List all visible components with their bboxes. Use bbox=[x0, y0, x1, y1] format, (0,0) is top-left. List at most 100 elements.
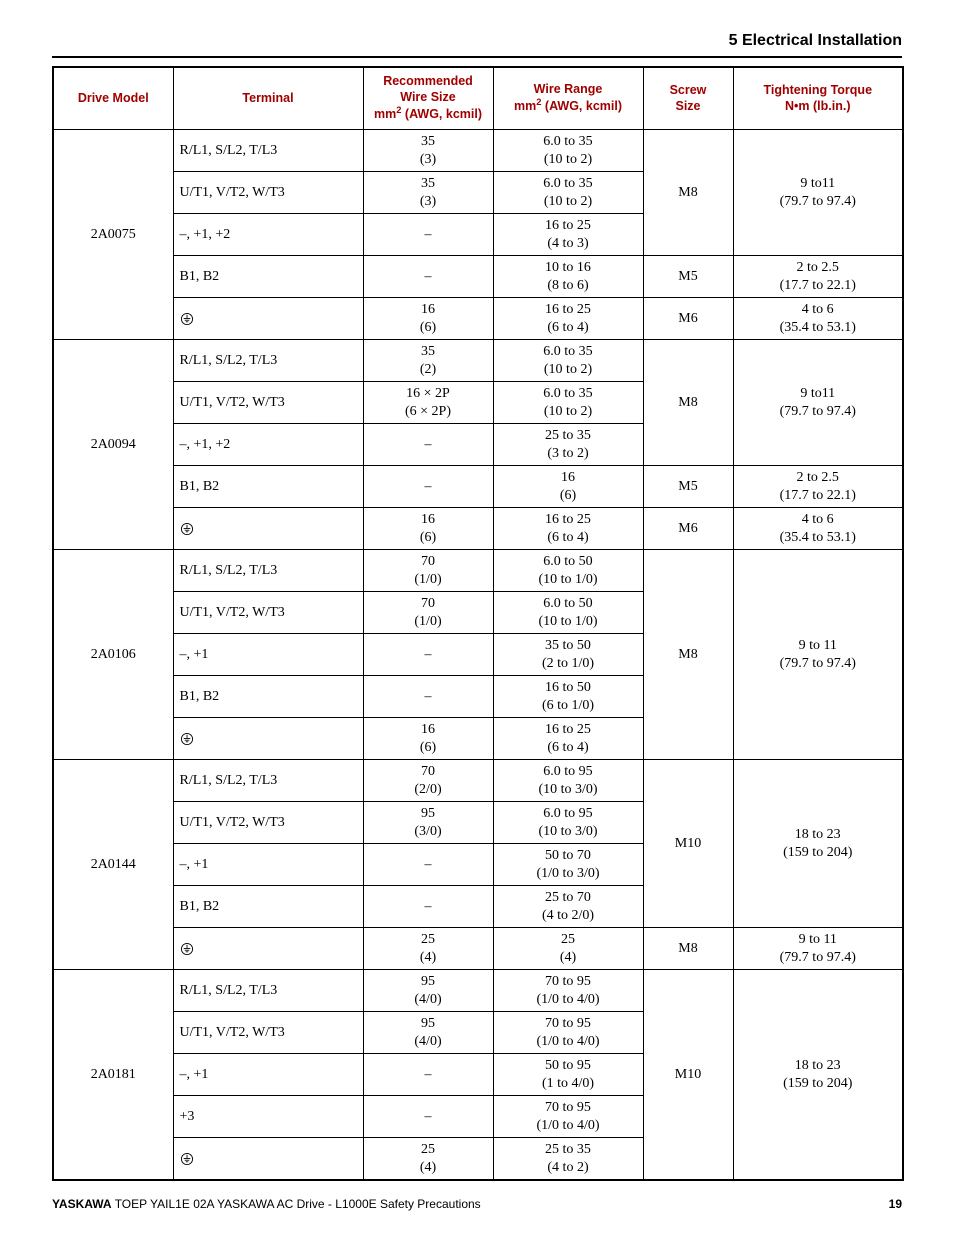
cell-rec-wire: 95(4/0) bbox=[363, 970, 493, 1012]
table-row: 2A0144R/L1, S/L2, T/L370(2/0)6.0 to 95(1… bbox=[53, 760, 903, 802]
cell-wire-range: 70 to 95(1/0 to 4/0) bbox=[493, 1096, 643, 1138]
cell-screw-size: M8 bbox=[643, 340, 733, 466]
cell-wire-range: 16 to 25(6 to 4) bbox=[493, 718, 643, 760]
cell-terminal: U/T1, V/T2, W/T3 bbox=[173, 172, 363, 214]
cell-wire-range: 6.0 to 35(10 to 2) bbox=[493, 382, 643, 424]
cell-torque: 18 to 23(159 to 204) bbox=[733, 760, 903, 928]
cell-torque: 9 to11(79.7 to 97.4) bbox=[733, 340, 903, 466]
cell-terminal: R/L1, S/L2, T/L3 bbox=[173, 970, 363, 1012]
cell-screw-size: M10 bbox=[643, 970, 733, 1181]
cell-terminal: –, +1, +2 bbox=[173, 424, 363, 466]
cell-wire-range: 6.0 to 95(10 to 3/0) bbox=[493, 802, 643, 844]
cell-wire-range: 16(6) bbox=[493, 466, 643, 508]
cell-wire-range: 70 to 95(1/0 to 4/0) bbox=[493, 970, 643, 1012]
cell-terminal: –, +1, +2 bbox=[173, 214, 363, 256]
cell-terminal: –, +1 bbox=[173, 844, 363, 886]
table-row: 2A0094R/L1, S/L2, T/L335(2)6.0 to 35(10 … bbox=[53, 340, 903, 382]
cell-wire-range: 16 to 25(6 to 4) bbox=[493, 298, 643, 340]
cell-torque: 9 to11(79.7 to 97.4) bbox=[733, 130, 903, 256]
cell-drive-model: 2A0144 bbox=[53, 760, 173, 970]
cell-rec-wire: – bbox=[363, 1096, 493, 1138]
cell-wire-range: 10 to 16(8 to 6) bbox=[493, 256, 643, 298]
page-footer: YASKAWA TOEP YAIL1E 02A YASKAWA AC Drive… bbox=[52, 1197, 902, 1211]
footer-doc: TOEP YAIL1E 02A YASKAWA AC Drive - L1000… bbox=[112, 1197, 481, 1211]
cell-wire-range: 25 to 35(3 to 2) bbox=[493, 424, 643, 466]
cell-screw-size: M8 bbox=[643, 550, 733, 760]
ground-icon bbox=[180, 732, 194, 746]
cell-screw-size: M5 bbox=[643, 256, 733, 298]
cell-rec-wire: 35(2) bbox=[363, 340, 493, 382]
cell-wire-range: 25 to 35(4 to 2) bbox=[493, 1138, 643, 1181]
cell-terminal: B1, B2 bbox=[173, 886, 363, 928]
cell-torque: 9 to 11(79.7 to 97.4) bbox=[733, 550, 903, 760]
cell-screw-size: M6 bbox=[643, 298, 733, 340]
ground-icon bbox=[180, 1152, 194, 1166]
cell-wire-range: 35 to 50(2 to 1/0) bbox=[493, 634, 643, 676]
cell-terminal bbox=[173, 298, 363, 340]
cell-screw-size: M8 bbox=[643, 130, 733, 256]
cell-rec-wire: – bbox=[363, 886, 493, 928]
cell-terminal: –, +1 bbox=[173, 1054, 363, 1096]
cell-torque: 2 to 2.5(17.7 to 22.1) bbox=[733, 256, 903, 298]
cell-rec-wire: 35(3) bbox=[363, 172, 493, 214]
cell-screw-size: M5 bbox=[643, 466, 733, 508]
cell-torque: 4 to 6(35.4 to 53.1) bbox=[733, 298, 903, 340]
cell-rec-wire: 16(6) bbox=[363, 718, 493, 760]
cell-rec-wire: 70(2/0) bbox=[363, 760, 493, 802]
col-terminal: Terminal bbox=[173, 67, 363, 130]
cell-rec-wire: 95(3/0) bbox=[363, 802, 493, 844]
cell-rec-wire: – bbox=[363, 676, 493, 718]
cell-terminal: +3 bbox=[173, 1096, 363, 1138]
cell-terminal bbox=[173, 1138, 363, 1181]
cell-terminal: B1, B2 bbox=[173, 256, 363, 298]
table-header-row: Drive Model Terminal Recommended Wire Si… bbox=[53, 67, 903, 130]
cell-wire-range: 6.0 to 95(10 to 3/0) bbox=[493, 760, 643, 802]
cell-wire-range: 6.0 to 35(10 to 2) bbox=[493, 340, 643, 382]
cell-rec-wire: 95(4/0) bbox=[363, 1012, 493, 1054]
cell-torque: 2 to 2.5(17.7 to 22.1) bbox=[733, 466, 903, 508]
col-rec-wire: Recommended Wire Size mm2 (AWG, kcmil) bbox=[363, 67, 493, 130]
cell-rec-wire: 25(4) bbox=[363, 928, 493, 970]
cell-rec-wire: 70(1/0) bbox=[363, 592, 493, 634]
cell-drive-model: 2A0075 bbox=[53, 130, 173, 340]
cell-wire-range: 25 to 70(4 to 2/0) bbox=[493, 886, 643, 928]
cell-terminal: U/T1, V/T2, W/T3 bbox=[173, 1012, 363, 1054]
table-row: 25(4)25(4)M89 to 11(79.7 to 97.4) bbox=[53, 928, 903, 970]
cell-rec-wire: – bbox=[363, 634, 493, 676]
table-row: 16(6)16 to 25(6 to 4)M64 to 6(35.4 to 53… bbox=[53, 298, 903, 340]
cell-terminal: R/L1, S/L2, T/L3 bbox=[173, 340, 363, 382]
ground-icon bbox=[180, 942, 194, 956]
cell-wire-range: 6.0 to 35(10 to 2) bbox=[493, 130, 643, 172]
cell-terminal: U/T1, V/T2, W/T3 bbox=[173, 382, 363, 424]
cell-terminal: B1, B2 bbox=[173, 676, 363, 718]
footer-page-number: 19 bbox=[889, 1197, 902, 1211]
cell-terminal bbox=[173, 718, 363, 760]
table-row: B1, B2–10 to 16(8 to 6)M52 to 2.5(17.7 t… bbox=[53, 256, 903, 298]
cell-torque: 4 to 6(35.4 to 53.1) bbox=[733, 508, 903, 550]
cell-terminal: R/L1, S/L2, T/L3 bbox=[173, 130, 363, 172]
cell-wire-range: 6.0 to 35(10 to 2) bbox=[493, 172, 643, 214]
cell-terminal: B1, B2 bbox=[173, 466, 363, 508]
cell-terminal: R/L1, S/L2, T/L3 bbox=[173, 760, 363, 802]
cell-wire-range: 16 to 25(6 to 4) bbox=[493, 508, 643, 550]
cell-rec-wire: 16 × 2P(6 × 2P) bbox=[363, 382, 493, 424]
cell-terminal: R/L1, S/L2, T/L3 bbox=[173, 550, 363, 592]
cell-rec-wire: 16(6) bbox=[363, 298, 493, 340]
col-wire-range: Wire Range mm2 (AWG, kcmil) bbox=[493, 67, 643, 130]
cell-rec-wire: – bbox=[363, 424, 493, 466]
table-row: 2A0075R/L1, S/L2, T/L335(3)6.0 to 35(10 … bbox=[53, 130, 903, 172]
cell-drive-model: 2A0181 bbox=[53, 970, 173, 1181]
col-screw-size: Screw Size bbox=[643, 67, 733, 130]
table-row: B1, B2–16(6)M52 to 2.5(17.7 to 22.1) bbox=[53, 466, 903, 508]
cell-screw-size: M8 bbox=[643, 928, 733, 970]
wire-table: Drive Model Terminal Recommended Wire Si… bbox=[52, 66, 904, 1181]
table-row: 16(6)16 to 25(6 to 4)M64 to 6(35.4 to 53… bbox=[53, 508, 903, 550]
cell-terminal: U/T1, V/T2, W/T3 bbox=[173, 802, 363, 844]
cell-drive-model: 2A0106 bbox=[53, 550, 173, 760]
cell-wire-range: 50 to 70(1/0 to 3/0) bbox=[493, 844, 643, 886]
col-drive-model: Drive Model bbox=[53, 67, 173, 130]
ground-icon bbox=[180, 312, 194, 326]
cell-torque: 9 to 11(79.7 to 97.4) bbox=[733, 928, 903, 970]
cell-wire-range: 16 to 25(4 to 3) bbox=[493, 214, 643, 256]
cell-drive-model: 2A0094 bbox=[53, 340, 173, 550]
